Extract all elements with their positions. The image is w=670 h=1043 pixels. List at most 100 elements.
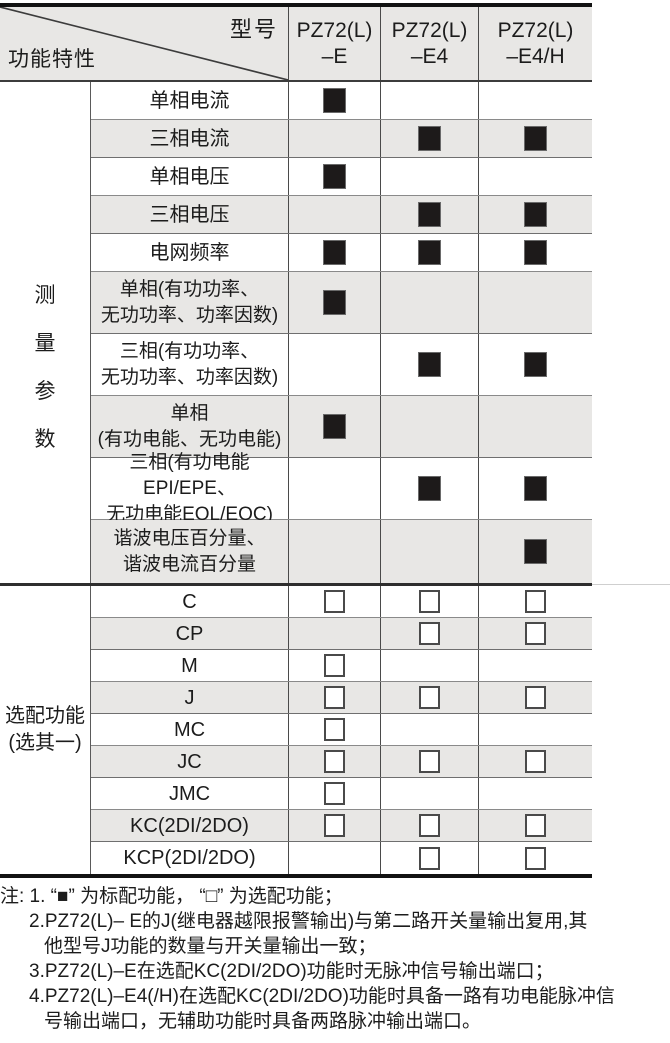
mark-cell: [288, 458, 380, 519]
category-label-line: 选配功能: [5, 705, 85, 727]
standard-feature-mark-icon: [418, 202, 441, 227]
category-label-line: 数: [34, 428, 56, 451]
mark-cell: [288, 810, 380, 841]
optional-feature-mark-icon: [324, 782, 345, 805]
feature-label-line: 三相(有功功率、: [119, 340, 260, 362]
corner-feature-label: 功能特性: [8, 48, 96, 71]
feature-label-line: 单相: [170, 402, 209, 424]
standard-feature-mark-icon: [524, 126, 547, 151]
mark-cell: [478, 82, 592, 119]
standard-feature-mark-icon: [524, 539, 547, 564]
feature-label-line: 无功功率、功率因数): [100, 304, 279, 326]
optional-feature-mark-icon: [525, 590, 546, 613]
table-bottom-border: [0, 874, 592, 878]
feature-label-line: 单相电流: [149, 89, 230, 112]
section-optional-functions: 选配功能 (选其一) C CP M J MC JC JMC KC(2DI/2DO) KCP(2DI/…: [0, 586, 592, 874]
mark-cell: [288, 396, 380, 457]
optional-feature-mark-icon: [324, 590, 345, 613]
optional-feature-mark-icon: [525, 814, 546, 837]
mark-cell: [478, 778, 592, 809]
table-row: CP: [91, 618, 592, 650]
mark-cell: [380, 650, 478, 681]
section-measurement-params: 测量参数 单相电流 三相电流 单相电压 三相电压 电网频率 单相(有功功率、 无功功率、功率因…: [0, 82, 592, 583]
mark-cell: [288, 272, 380, 333]
feature-label: CP: [91, 618, 288, 649]
mark-cell: [288, 842, 380, 874]
footnotes: 注: 1. “■” 为标配功能， “□” 为选配功能； 2.PZ72(L)– E的…: [0, 884, 670, 1034]
table-row: 单相(有功功率、 无功功率、功率因数): [91, 272, 592, 334]
feature-label-line: 谐波电流百分量: [122, 553, 256, 575]
mark-cell: [380, 158, 478, 195]
feature-label-line: JC: [177, 750, 202, 773]
mark-cell: [478, 120, 592, 157]
table-row: 单相电压: [91, 158, 592, 196]
mark-cell: [380, 334, 478, 395]
category-label-line: 测: [34, 284, 56, 307]
mark-cell: [478, 520, 592, 583]
standard-feature-mark-icon: [418, 240, 441, 265]
standard-feature-mark-icon: [524, 352, 547, 377]
optional-feature-mark-icon: [419, 622, 440, 645]
diagonal-divider-line: [0, 7, 288, 80]
feature-label-line: KCP(2DI/2DO): [123, 847, 256, 869]
feature-label: MC: [91, 714, 288, 745]
note-line: 号输出端口，无辅助功能时具备两路脉冲输出端口。: [44, 1011, 482, 1032]
feature-label-line: 三相电压: [149, 203, 230, 226]
optional-feature-mark-icon: [324, 814, 345, 837]
mark-cell: [288, 714, 380, 745]
mark-cell: [478, 158, 592, 195]
feature-label: M: [91, 650, 288, 681]
model-suffix: –E4/H: [506, 44, 565, 68]
mark-cell: [380, 396, 478, 457]
mark-cell: [288, 196, 380, 233]
model-suffix: –E4: [410, 44, 449, 68]
note-line: 他型号J功能的数量与开关量输出一致；: [44, 936, 377, 957]
optional-feature-mark-icon: [324, 686, 345, 709]
optional-feature-mark-icon: [419, 590, 440, 613]
feature-label: J: [91, 682, 288, 713]
table-row: JC: [91, 746, 592, 778]
corner-model-label: 型号: [229, 17, 278, 42]
section-rows: C CP M J MC JC JMC KC(2DI/2DO) KCP(2DI/2DO): [90, 586, 592, 874]
mark-cell: [478, 272, 592, 333]
optional-feature-mark-icon: [324, 718, 345, 741]
category-label-line: (选其一): [8, 732, 82, 754]
table-row: 三相电压: [91, 196, 592, 234]
optional-feature-mark-icon: [419, 750, 440, 773]
mark-cell: [288, 520, 380, 583]
feature-label-line: 单相(有功功率、: [119, 278, 260, 300]
mark-cell: [288, 778, 380, 809]
mark-cell: [288, 650, 380, 681]
standard-feature-mark-icon: [524, 202, 547, 227]
note-line: 3.PZ72(L)–E在选配KC(2DI/2DO)功能时无脉冲信号输出端口；: [29, 961, 554, 982]
mark-cell: [478, 842, 592, 874]
mark-cell: [478, 234, 592, 271]
mark-cell: [380, 120, 478, 157]
optional-feature-mark-icon: [525, 846, 546, 870]
category-label-line: 参: [34, 380, 56, 403]
standard-feature-mark-icon: [418, 352, 441, 377]
table-header-row: 型号 功能特性 PZ72(L) –E PZ72(L) –E4 PZ72(L) –…: [0, 7, 592, 82]
column-header-pz72l-e: PZ72(L) –E: [288, 7, 380, 80]
column-header-pz72l-e4: PZ72(L) –E4: [380, 7, 478, 80]
feature-label: 电网频率: [91, 234, 288, 271]
mark-cell: [288, 334, 380, 395]
section-category-label: 选配功能 (选其一): [0, 586, 90, 874]
mark-cell: [288, 82, 380, 119]
mark-cell: [478, 196, 592, 233]
table-row: KCP(2DI/2DO): [91, 842, 592, 874]
mark-cell: [478, 810, 592, 841]
feature-comparison-table: 型号 功能特性 PZ72(L) –E PZ72(L) –E4 PZ72(L) –…: [0, 3, 592, 878]
mark-cell: [288, 746, 380, 777]
feature-label-line: MC: [173, 718, 206, 741]
feature-label-line: 无功电能EQL/EQC): [106, 503, 273, 525]
standard-feature-mark-icon: [524, 240, 547, 265]
standard-feature-mark-icon: [323, 240, 346, 265]
mark-cell: [478, 714, 592, 745]
model-name: PZ72(L): [391, 18, 468, 42]
mark-cell: [478, 458, 592, 519]
table-row: 电网频率: [91, 234, 592, 272]
table-body: 测量参数 单相电流 三相电流 单相电压 三相电压 电网频率 单相(有功功率、 无功功率、功率因…: [0, 82, 592, 874]
mark-cell: [380, 234, 478, 271]
note-line: 注: 1. “■” 为标配功能， “□” 为选配功能；: [0, 886, 343, 907]
